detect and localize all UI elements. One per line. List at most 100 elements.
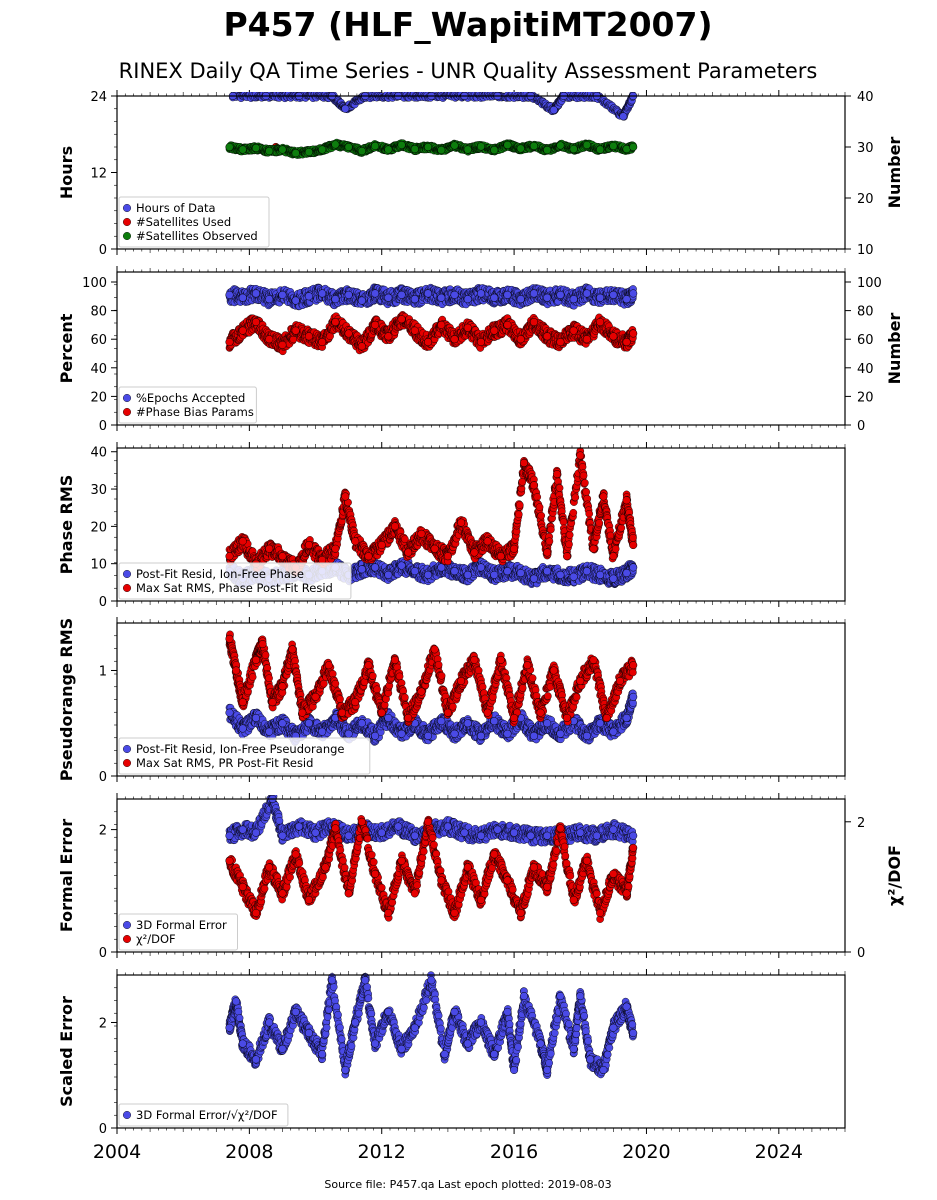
right-y-tick-label: 60 <box>857 333 874 348</box>
right-y-tick-label: 0 <box>857 419 865 434</box>
legend-entry: #Phase Bias Params <box>136 405 254 419</box>
data-point <box>424 338 433 347</box>
y-tick-label: 0 <box>99 243 107 258</box>
legend-marker <box>122 203 131 212</box>
data-point <box>490 293 499 302</box>
right-y-tick-label: 10 <box>857 243 874 258</box>
legend-entry: Hours of Data <box>136 201 216 215</box>
data-point <box>490 146 499 155</box>
data-point <box>331 317 340 327</box>
data-point <box>619 112 628 121</box>
data-point <box>304 292 313 301</box>
right-y-tick-label: 20 <box>857 390 874 405</box>
data-point <box>357 147 366 156</box>
data-point <box>476 289 486 298</box>
data-point <box>318 289 327 298</box>
data-point <box>516 144 525 153</box>
data-point <box>318 145 327 154</box>
data-point <box>582 289 591 298</box>
data-point <box>384 145 393 154</box>
y-tick-label: 20 <box>90 390 107 405</box>
data-point <box>569 144 578 154</box>
data-point <box>516 295 525 304</box>
data-point <box>424 142 433 152</box>
data-point <box>549 105 558 115</box>
data-point <box>225 142 234 152</box>
data-point <box>331 140 340 149</box>
data-point <box>503 140 512 150</box>
data-point <box>596 317 605 327</box>
data-point <box>463 323 472 332</box>
panel-frame <box>116 95 846 250</box>
data-point <box>490 326 499 335</box>
figure-subtitle: RINEX Daily QA Time Series - UNR Quality… <box>119 59 818 83</box>
data-point <box>463 295 472 304</box>
right-y-tick-label: 80 <box>857 305 874 320</box>
data-point <box>503 320 512 329</box>
data-point <box>596 293 605 302</box>
data-point <box>384 293 393 302</box>
data-point <box>371 141 380 151</box>
right-y-axis-label: Number <box>885 313 904 385</box>
y-tick-label: 80 <box>90 305 107 320</box>
data-point <box>437 320 446 329</box>
data-point <box>357 296 366 305</box>
data-point <box>503 290 512 299</box>
panel-2: 0 20 40 60 80 100 0 20 40 60 80 100 Percent Number %Ep… <box>57 266 904 434</box>
data-point <box>609 290 618 299</box>
legend-marker <box>122 394 131 403</box>
data-point <box>397 315 406 324</box>
panel-data <box>225 283 638 356</box>
right-y-tick-label: 40 <box>857 90 874 105</box>
data-point <box>622 338 631 347</box>
data-point <box>556 290 565 299</box>
data-point <box>629 289 638 298</box>
legend-entry: #Satellites Used <box>136 215 231 229</box>
data-point <box>371 289 380 298</box>
data-point <box>251 289 261 298</box>
data-point <box>450 141 459 150</box>
legend-marker <box>122 231 131 240</box>
data-point <box>304 148 313 157</box>
data-point <box>529 141 538 151</box>
data-point <box>397 140 406 150</box>
data-point <box>291 296 300 305</box>
data-point <box>251 317 261 327</box>
legend-entry: %Epochs Accepted <box>136 391 245 405</box>
data-point <box>410 326 419 335</box>
data-point <box>516 335 525 344</box>
y-tick-label: 0 <box>99 419 107 434</box>
y-tick-label: 12 <box>90 167 107 182</box>
right-y-tick-label: 40 <box>857 362 874 377</box>
data-point <box>437 293 446 302</box>
data-point <box>331 295 340 304</box>
data-point <box>410 295 419 304</box>
data-point <box>265 295 274 304</box>
y-tick-label: 24 <box>90 90 107 105</box>
y-tick-label: 60 <box>90 333 107 348</box>
data-point <box>410 144 419 154</box>
panel-data <box>225 92 638 159</box>
data-point <box>582 140 591 150</box>
y-tick-label: 100 <box>82 276 107 291</box>
data-point <box>629 329 638 338</box>
data-point <box>238 293 247 302</box>
y-axis-label: Percent <box>57 313 76 383</box>
data-point <box>291 149 300 158</box>
series-3-points <box>225 140 638 158</box>
series-1-points <box>228 92 638 121</box>
right-y-axis-label: Number <box>885 137 904 209</box>
right-y-tick-label: 30 <box>857 141 874 156</box>
data-point <box>225 338 234 347</box>
right-y-tick-label: 100 <box>857 276 882 291</box>
data-point <box>424 289 433 298</box>
data-point <box>344 142 353 152</box>
data-point <box>543 293 552 302</box>
right-y-tick-label: 20 <box>857 192 874 207</box>
data-point <box>450 290 459 299</box>
data-point <box>476 338 486 347</box>
legend: %Epochs Accepted#Phase Bias Params <box>118 386 257 424</box>
